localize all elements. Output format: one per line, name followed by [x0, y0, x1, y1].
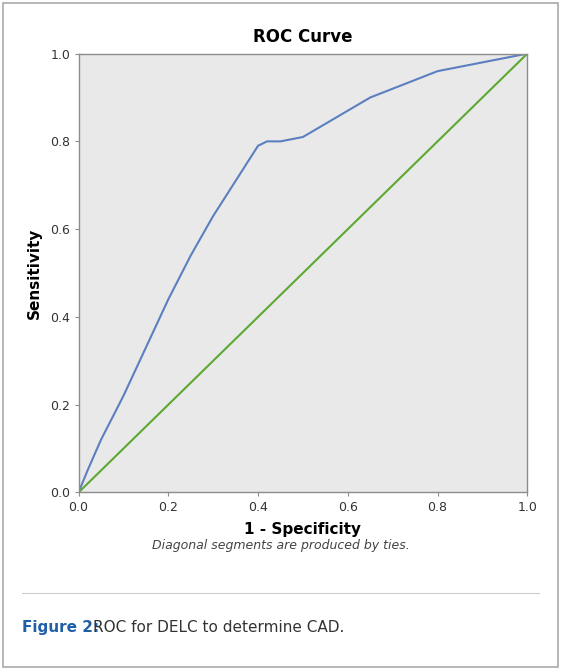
Title: ROC Curve: ROC Curve	[253, 29, 353, 46]
Text: Diagonal segments are produced by ties.: Diagonal segments are produced by ties.	[151, 539, 410, 552]
Y-axis label: Sensitivity: Sensitivity	[27, 227, 42, 319]
Text: ROC for DELC to determine CAD.: ROC for DELC to determine CAD.	[93, 620, 344, 634]
X-axis label: 1 - Specificity: 1 - Specificity	[245, 522, 361, 537]
Text: Figure 2:: Figure 2:	[22, 620, 105, 634]
